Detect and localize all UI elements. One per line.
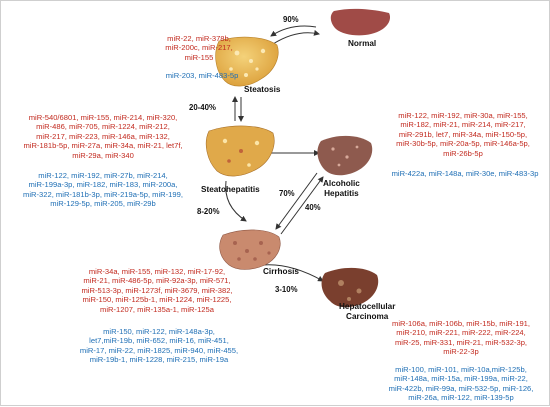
hcc-liver-icon bbox=[321, 267, 379, 308]
mirna-hcc-down: miR-100, miR-101, miR-10a,miR-125b, miR-… bbox=[388, 365, 534, 403]
cirrhosis-liver-icon bbox=[219, 229, 281, 270]
mirna-steatohepatitis-up: miR-540/6801, miR-155, miR-214, miR-320,… bbox=[23, 113, 183, 160]
stage-label-cirrhosis: Cirrhosis bbox=[263, 267, 299, 276]
mirna-steatosis-up: miR-22, miR-378b, miR-200c, miR-217, miR… bbox=[165, 34, 233, 62]
mirna-steatohepatitis-down: miR-122, miR-192, miR-27b, miR-214, miR-… bbox=[23, 171, 183, 209]
mirna-cirrhosis-up: miR-34a, miR-155, miR-132, miR-17-92, mi… bbox=[81, 267, 233, 314]
transition-steatosis-steatohepatitis: 20-40% bbox=[189, 103, 216, 112]
arrow-cirrhosis-to-hcc bbox=[262, 264, 324, 282]
steatohepatitis-liver-icon bbox=[205, 125, 275, 177]
arrow-steatosis-to-normal bbox=[272, 29, 320, 45]
arrow-cirrhosis-to-alcoholic bbox=[280, 176, 324, 235]
mirna-alcoholic-down: miR-422a, miR-148a, miR-30e, miR-483-3p bbox=[391, 169, 539, 178]
transition-steatohepatitis-cirrhosis: 8-20% bbox=[197, 207, 220, 216]
stage-label-steatohepatitis: Steatohepatitis bbox=[201, 185, 260, 194]
alcoholic-hepatitis-liver-icon bbox=[317, 135, 373, 176]
mirna-alcoholic-up: miR-122, miR-192, miR-30a, miR-155, miR-… bbox=[396, 111, 530, 158]
normal-liver-icon bbox=[330, 8, 391, 36]
transition-cirrhosis-hcc: 3-10% bbox=[275, 285, 298, 294]
steatosis-liver-icon bbox=[215, 36, 279, 87]
transition-normal-steatosis: 90% bbox=[283, 15, 299, 24]
stage-label-normal: Normal bbox=[348, 39, 377, 48]
stage-label-steatosis: Steatosis bbox=[244, 85, 281, 94]
arrow-normal-to-steatosis bbox=[270, 25, 317, 37]
transition-alcoholic-steatohepatitis: 70% bbox=[279, 189, 295, 198]
mirna-steatosis-down: miR-203, miR-483-5p bbox=[165, 71, 239, 80]
mirna-hcc-up: miR-106a, miR-106b, miR-15b, miR-191, mi… bbox=[392, 319, 530, 357]
stage-label-hcc: Hepatocellular Carcinoma bbox=[339, 302, 396, 321]
stage-label-alcoholic-hepatitis: Alcoholic Hepatitis bbox=[323, 179, 360, 198]
arrow-alcoholic-to-cirrhosis bbox=[275, 172, 318, 230]
arrow-steatohepatitis-to-cirrhosis bbox=[225, 180, 247, 222]
mirna-cirrhosis-down: miR-150, miR-122, miR-148a-3p, let7,miR-… bbox=[79, 327, 239, 365]
transition-alcoholic-cirrhosis: 40% bbox=[305, 203, 321, 212]
